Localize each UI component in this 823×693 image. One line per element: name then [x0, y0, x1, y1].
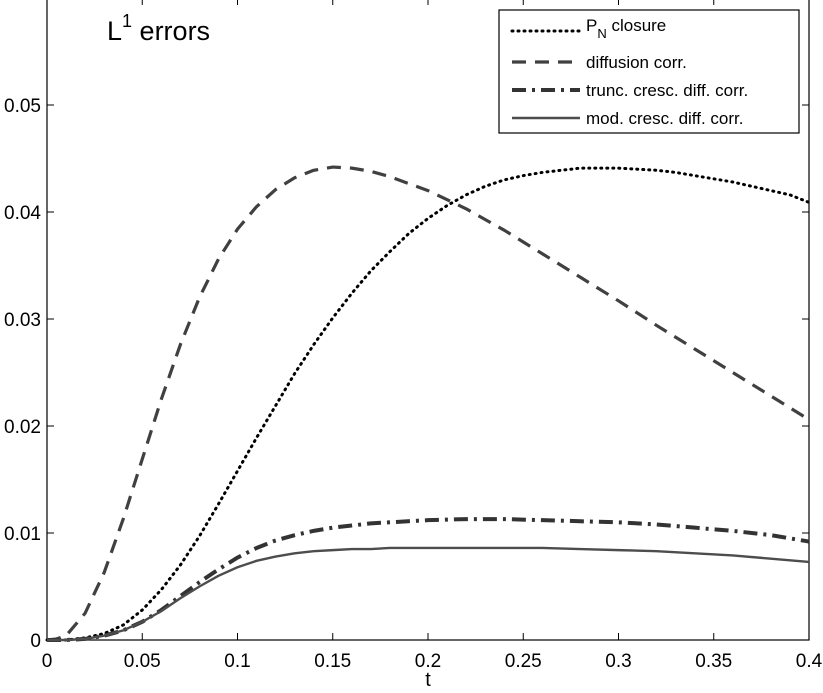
svg-text:PN closure: PN closure [586, 16, 666, 41]
legend-entry-pn-closure: PN closure [510, 16, 666, 41]
x-tick-label: 0.2 [415, 651, 441, 672]
legend-label-pn: P [586, 16, 597, 35]
x-tick-label: 0 [42, 651, 53, 672]
legend: PN closure diffusion corr. trunc. cresc.… [498, 9, 800, 134]
y-tick-label: 0.04 [4, 203, 41, 224]
series-line-pn-closure [45, 166, 811, 642]
svg-text:L1 errors: L1 errors [107, 11, 210, 46]
legend-label-pn-suffix: closure [607, 16, 667, 35]
series-layer [45, 165, 811, 642]
x-tick-label: 0.4 [796, 651, 823, 672]
legend-entry-diffusion-corr: diffusion corr. [512, 53, 687, 72]
x-tick-label: 0.15 [314, 651, 351, 672]
y-tick-label: 0.03 [4, 310, 41, 331]
chart-title: L1 errors [107, 11, 210, 46]
legend-entry-mod-cresc: mod. cresc. diff. corr. [512, 109, 743, 128]
x-tick-label: 0.25 [505, 651, 542, 672]
y-tick-label: 0.05 [4, 96, 41, 117]
series-line-diffusion-corr [46, 165, 810, 642]
chart-title-main: L [107, 16, 122, 46]
legend-label-pn-subscript: N [597, 26, 606, 41]
ticks-layer: 0 0.05 0.1 0.15 0.2 0.25 0.3 0.35 0.4 0 0.01 0.02 0.… [4, 0, 823, 672]
legend-label-trunc-cresc: trunc. cresc. diff. corr. [586, 81, 748, 100]
legend-label-diffusion-corr: diffusion corr. [586, 53, 687, 72]
x-tick-label: 0.05 [124, 651, 161, 672]
legend-label-mod-cresc: mod. cresc. diff. corr. [586, 109, 743, 128]
x-axis-label: t [425, 669, 431, 691]
x-tick-label: 0.1 [224, 651, 250, 672]
legend-entry-trunc-cresc: trunc. cresc. diff. corr. [512, 81, 748, 100]
chart-title-suffix: errors [132, 16, 210, 46]
x-tick-label: 0.3 [605, 651, 631, 672]
y-tick-label: 0.02 [4, 417, 41, 438]
y-tick-label: 0.01 [4, 524, 41, 545]
x-tick-label: 0.35 [695, 651, 732, 672]
series-line-mod-cresc-diff-corr [47, 546, 810, 642]
y-tick-label: 0 [30, 631, 41, 652]
chart-title-superscript: 1 [122, 11, 132, 31]
